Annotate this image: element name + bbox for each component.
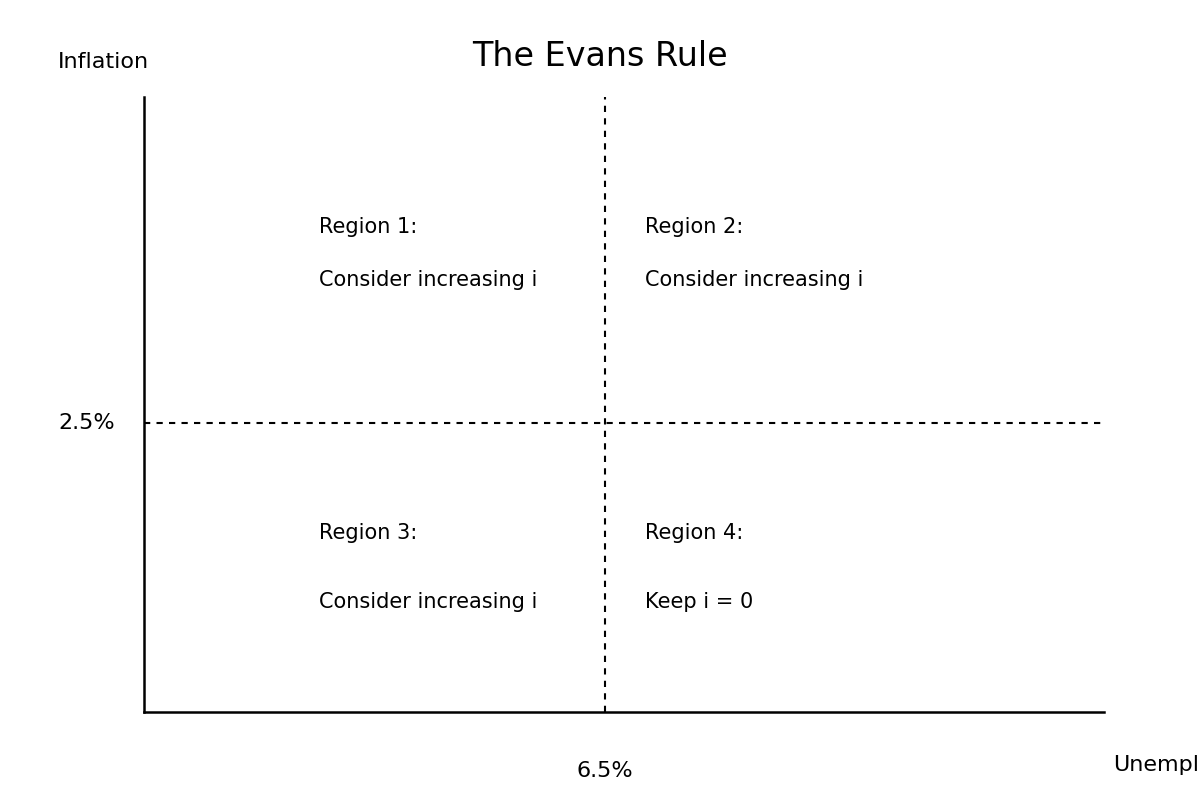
Text: 2.5%: 2.5% [59,413,115,433]
Text: Consider increasing i: Consider increasing i [644,269,863,290]
Text: The Evans Rule: The Evans Rule [472,40,728,74]
Text: Inflation: Inflation [58,53,149,73]
Text: Unemployment: Unemployment [1114,755,1200,775]
Text: Region 1:: Region 1: [319,218,418,237]
Text: 6.5%: 6.5% [576,761,634,781]
Text: Consider increasing i: Consider increasing i [319,592,538,612]
Text: Region 3:: Region 3: [319,523,418,543]
Text: Region 2:: Region 2: [644,218,743,237]
Text: Consider increasing i: Consider increasing i [319,269,538,290]
Text: Keep i = 0: Keep i = 0 [644,592,752,612]
Text: Region 4:: Region 4: [644,523,743,543]
